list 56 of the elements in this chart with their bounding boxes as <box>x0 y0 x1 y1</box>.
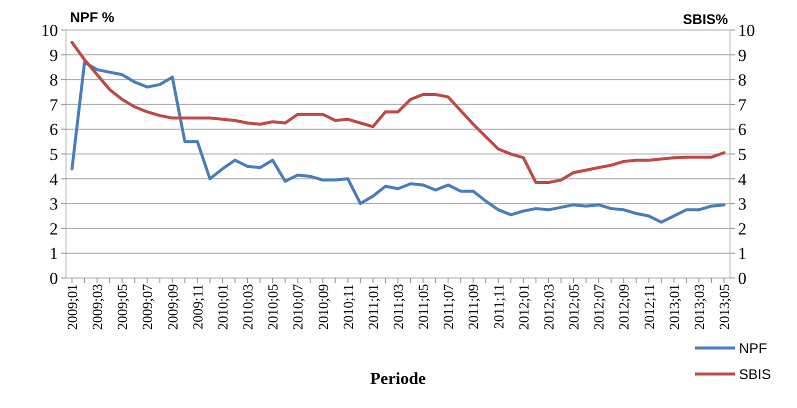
y-tick-label: 7 <box>50 95 58 114</box>
x-tick-label: 2010;11 <box>342 284 357 330</box>
line-series <box>70 40 726 184</box>
y2-tick-label: 10 <box>738 20 755 40</box>
x-tick-label: 2010;01 <box>216 284 232 330</box>
x-axis-title: Periode <box>370 369 426 388</box>
y2-tick-label: 7 <box>738 95 747 114</box>
y-tick-label: 6 <box>50 120 58 140</box>
x-tick-label: 2011;11 <box>492 284 508 329</box>
x-tick-label: 2011;05 <box>417 284 432 330</box>
x-tick-label: 2012;05 <box>568 284 583 330</box>
y-tick-label: 9 <box>50 46 58 65</box>
x-tick-label: 2010;09 <box>316 284 332 330</box>
x-tick-label: 2011;03 <box>392 284 407 330</box>
x-tick-label: 2011;07 <box>442 284 458 330</box>
y2-tick-label: 5 <box>738 144 746 164</box>
y2-tick-label: 1 <box>738 244 746 264</box>
y2-tick-label: 8 <box>738 70 746 90</box>
y2-tick-label: 0 <box>738 268 746 288</box>
x-tick-label: 2013;05 <box>718 284 733 330</box>
y2-tick-label: 4 <box>738 170 747 189</box>
y-tick-label: 4 <box>50 170 58 189</box>
y2-tick-label: 3 <box>738 194 746 214</box>
x-tick-label: 2013;03 <box>692 284 708 330</box>
x-tick-label: 2012;11 <box>642 284 658 330</box>
x-tick-label: 2013;01 <box>668 284 683 330</box>
x-tick-label: 2012;01 <box>517 284 532 330</box>
y-axis-title: NPF % <box>70 9 115 25</box>
x-tick-label: 2010;03 <box>242 284 257 330</box>
x-tick-label: 2009;07 <box>141 284 156 330</box>
y-tick-label: 2 <box>50 219 58 238</box>
y2-axis-title: SBIS% <box>682 11 729 27</box>
x-tick-label: 2011;09 <box>467 284 482 330</box>
line-series <box>70 60 726 224</box>
x-tick-label: 2010;05 <box>266 284 282 330</box>
y-tick-label: 10 <box>41 20 58 40</box>
x-tick-label: 2012;09 <box>618 284 633 330</box>
y2-tick-label: 6 <box>738 120 746 140</box>
y-tick-label: 5 <box>50 144 58 164</box>
legend-label: SBIS <box>739 366 771 382</box>
y-tick-label: 3 <box>50 194 58 214</box>
x-tick-label: 2009;09 <box>166 284 182 330</box>
x-tick-label: 2011;01 <box>366 284 382 330</box>
x-tick-label: 2009;05 <box>116 284 132 330</box>
x-tick-label: 2012;03 <box>542 284 558 330</box>
x-tick-label: 2010;07 <box>292 284 307 330</box>
x-tick-label: 2012;07 <box>592 284 608 330</box>
y2-tick-label: 9 <box>738 46 746 65</box>
x-tick-label: 2009;03 <box>91 284 106 330</box>
y-tick-label: 8 <box>50 70 58 90</box>
y-tick-label: 0 <box>50 268 58 288</box>
legend-label: NPF <box>739 340 767 356</box>
y-tick-label: 1 <box>50 244 58 264</box>
y2-tick-label: 2 <box>738 219 746 238</box>
x-tick-label: 2009;11 <box>191 284 206 330</box>
x-tick-label: 2009;01 <box>66 284 81 330</box>
